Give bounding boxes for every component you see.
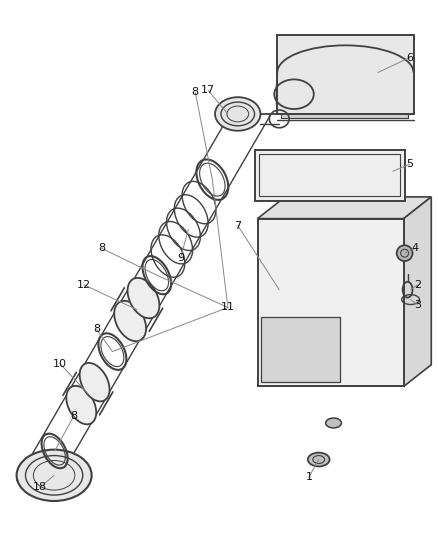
Text: 8: 8: [93, 324, 100, 334]
Text: 8: 8: [98, 243, 105, 253]
Polygon shape: [258, 197, 431, 219]
Ellipse shape: [308, 453, 329, 466]
Text: 3: 3: [414, 300, 421, 310]
Text: 8: 8: [192, 87, 199, 97]
Ellipse shape: [80, 363, 110, 401]
Text: 18: 18: [33, 482, 47, 492]
Bar: [258, 219, 404, 386]
Ellipse shape: [325, 418, 342, 428]
Polygon shape: [404, 197, 431, 386]
Ellipse shape: [66, 386, 96, 424]
Text: 4: 4: [412, 243, 419, 253]
Ellipse shape: [127, 278, 159, 318]
Bar: [259, 155, 400, 196]
Text: 10: 10: [53, 359, 67, 369]
Bar: [281, 110, 408, 118]
Text: 17: 17: [201, 85, 215, 95]
Bar: [254, 149, 405, 201]
Ellipse shape: [215, 97, 261, 131]
Text: 11: 11: [221, 302, 235, 312]
Text: 12: 12: [77, 280, 91, 290]
Text: 6: 6: [406, 53, 413, 63]
Text: 2: 2: [414, 280, 421, 290]
Ellipse shape: [17, 450, 92, 501]
Text: 1: 1: [305, 472, 312, 482]
Ellipse shape: [397, 245, 413, 261]
Bar: [277, 35, 413, 114]
Ellipse shape: [114, 301, 146, 341]
Text: 8: 8: [71, 411, 78, 421]
Text: 5: 5: [406, 159, 413, 169]
Bar: [261, 317, 340, 382]
Text: 7: 7: [234, 221, 241, 231]
Text: 9: 9: [177, 253, 184, 263]
